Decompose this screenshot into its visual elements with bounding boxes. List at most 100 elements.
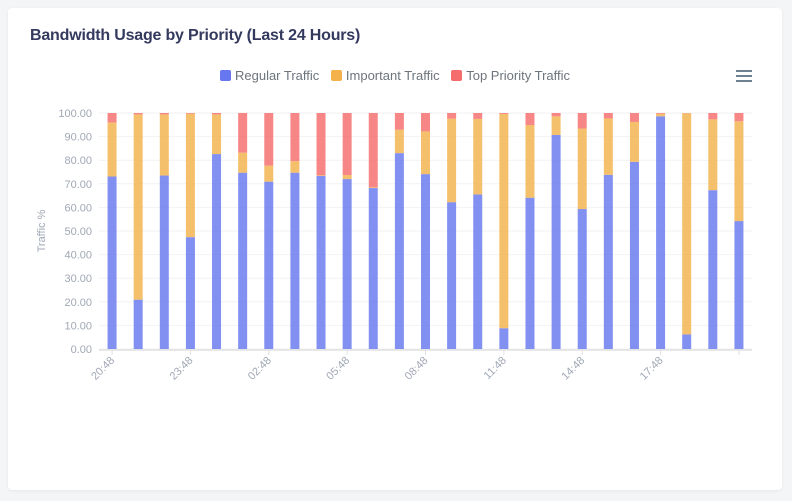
bar-segment-important-traffic xyxy=(394,129,404,154)
legend-label: Important Traffic xyxy=(345,68,440,83)
hamburger-menu-icon[interactable] xyxy=(736,70,752,82)
x-tick-label: 11:48 xyxy=(482,355,509,382)
bar-segment-important-traffic xyxy=(133,114,143,300)
bar-segment-important-traffic xyxy=(185,113,195,238)
bar-segment-top-priority-traffic xyxy=(342,113,352,176)
bar-segment-regular-traffic xyxy=(708,190,718,349)
bar-segment-important-traffic xyxy=(342,175,352,180)
bar-segment-top-priority-traffic xyxy=(708,113,718,120)
legend-label: Top Priority Traffic xyxy=(466,68,571,83)
bar-segment-regular-traffic xyxy=(264,181,274,349)
y-tick-label: 30.00 xyxy=(64,273,92,285)
y-tick-label: 90.00 xyxy=(64,132,92,144)
bar-segment-important-traffic xyxy=(238,152,248,173)
bar-segment-regular-traffic xyxy=(290,172,300,349)
y-tick-label: 70.00 xyxy=(64,179,92,191)
bar-segment-top-priority-traffic xyxy=(629,113,639,122)
bar-segment-top-priority-traffic xyxy=(212,113,222,115)
x-tick-label: 14:48 xyxy=(559,355,587,383)
bar-segment-regular-traffic xyxy=(316,176,326,349)
bar-segment-important-traffic xyxy=(290,161,300,173)
bar-segment-important-traffic xyxy=(421,131,430,175)
bar-segment-regular-traffic xyxy=(368,188,378,349)
bar-segment-regular-traffic xyxy=(133,299,143,349)
bar-segment-top-priority-traffic xyxy=(107,113,117,123)
bar-segment-regular-traffic xyxy=(629,161,639,349)
bar-segment-top-priority-traffic xyxy=(368,113,378,188)
bar-segment-top-priority-traffic xyxy=(133,113,143,115)
y-axis-label: Traffic % xyxy=(36,209,48,252)
bar-segment-top-priority-traffic xyxy=(447,113,457,119)
y-tick-label: 10.00 xyxy=(64,320,92,332)
bar-segment-important-traffic xyxy=(159,114,169,176)
bar-segment-top-priority-traffic xyxy=(421,113,430,132)
y-tick-label: 50.00 xyxy=(64,226,92,238)
bar-segment-regular-traffic xyxy=(499,328,509,349)
bar-segment-regular-traffic xyxy=(238,172,248,349)
bar-segment-important-traffic xyxy=(473,118,483,195)
bar-segment-regular-traffic xyxy=(603,174,613,349)
bar-segment-top-priority-traffic xyxy=(473,113,483,119)
legend-label: Regular Traffic xyxy=(234,68,320,83)
legend-swatch xyxy=(330,70,342,81)
bar-segment-top-priority-traffic xyxy=(551,113,561,117)
bar-segment-top-priority-traffic xyxy=(264,113,274,166)
bar-segment-top-priority-traffic xyxy=(499,113,509,114)
y-tick-label: 20.00 xyxy=(64,297,92,309)
bar-segment-top-priority-traffic xyxy=(734,113,744,122)
legend-swatch xyxy=(219,70,231,81)
bar-segment-top-priority-traffic xyxy=(159,113,169,115)
bar-segment-top-priority-traffic xyxy=(238,113,248,153)
chart-title: Bandwidth Usage by Priority (Last 24 Hou… xyxy=(30,27,361,44)
bar-segment-important-traffic xyxy=(656,113,666,117)
bar-segment-important-traffic xyxy=(368,187,378,189)
x-tick-label: 20:48 xyxy=(89,355,117,383)
bar-segment-important-traffic xyxy=(629,121,639,162)
bar-segment-important-traffic xyxy=(525,125,535,198)
bar-segment-top-priority-traffic xyxy=(577,113,587,129)
bar-segment-important-traffic xyxy=(577,128,587,210)
bar-segment-important-traffic xyxy=(212,114,222,155)
bar-segment-regular-traffic xyxy=(212,154,222,349)
bar-segment-regular-traffic xyxy=(107,176,117,349)
y-tick-label: 0.00 xyxy=(71,344,92,356)
bar-segment-important-traffic xyxy=(551,116,561,135)
bar-segment-important-traffic xyxy=(682,113,692,335)
legend-swatch xyxy=(451,70,463,81)
bar-segment-important-traffic xyxy=(734,121,744,222)
x-tick-label: 08:48 xyxy=(403,355,431,383)
bar-segment-regular-traffic xyxy=(421,174,430,349)
bar-segment-regular-traffic xyxy=(394,153,404,349)
bar-segment-regular-traffic xyxy=(656,116,666,349)
bar-segment-regular-traffic xyxy=(447,202,457,349)
bar-segment-important-traffic xyxy=(264,165,274,182)
bar-segment-regular-traffic xyxy=(473,194,483,349)
bar-segment-regular-traffic xyxy=(525,197,535,349)
bar-segment-top-priority-traffic xyxy=(603,113,613,119)
y-tick-label: 80.00 xyxy=(64,155,92,167)
bar-segment-important-traffic xyxy=(708,119,718,191)
bar-segment-top-priority-traffic xyxy=(656,113,666,114)
legend-item-important[interactable]: Important Traffic xyxy=(330,68,440,83)
x-tick-label: 02:48 xyxy=(246,355,274,383)
bar-segment-important-traffic xyxy=(499,113,509,329)
legend-item-regular[interactable]: Regular Traffic xyxy=(219,68,320,83)
bar-segment-regular-traffic xyxy=(577,209,587,349)
legend-item-top-priority[interactable]: Top Priority Traffic xyxy=(451,68,570,83)
bar-segment-important-traffic xyxy=(447,118,457,203)
x-tick-label: 05:48 xyxy=(324,355,352,383)
bar-segment-top-priority-traffic xyxy=(525,113,535,126)
bar-segment-important-traffic xyxy=(107,122,117,177)
bar-segment-important-traffic xyxy=(603,118,613,175)
chart-legend: Regular Traffic Important Traffic Top Pr… xyxy=(8,68,782,84)
x-tick-label: 17:48 xyxy=(638,355,666,383)
bar-segment-top-priority-traffic xyxy=(290,113,300,162)
bar-segment-top-priority-traffic xyxy=(185,113,195,114)
bar-segment-regular-traffic xyxy=(159,175,169,349)
bar-segment-top-priority-traffic xyxy=(394,113,404,130)
bar-segment-important-traffic xyxy=(316,175,326,177)
x-tick-label: 23:48 xyxy=(168,355,196,383)
bar-segment-regular-traffic xyxy=(734,221,744,349)
bar-segment-regular-traffic xyxy=(342,179,352,349)
